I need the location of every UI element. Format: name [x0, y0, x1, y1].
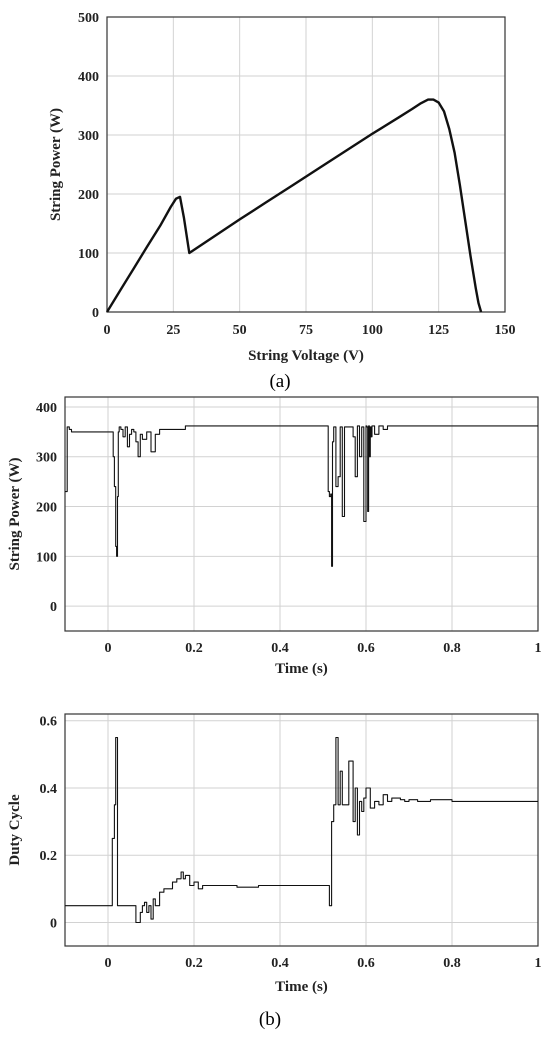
chart-panel-b-power: 0 0.2 0.4 0.6 0.8 1 0 100 200 300 400 Time (s) Strin…	[7, 396, 541, 677]
x-axis-label: Time (s)	[275, 979, 328, 995]
y-tick-label: 200	[36, 501, 57, 516]
y-tick-label: 400	[36, 401, 57, 416]
y-tick-label: 500	[78, 11, 99, 26]
x-tick-label: 0.2	[185, 641, 203, 656]
x-tick-label: 0.4	[271, 641, 289, 656]
x-tick-label: 0.8	[443, 641, 461, 656]
figure-caption: (b)	[259, 1009, 281, 1030]
y-tick-label: 0.2	[40, 849, 58, 864]
chart-panel-a: 0 25 50 75 100 125 150 0 100 200 300 400 500 String V…	[48, 11, 516, 392]
plot-frame	[64, 713, 539, 947]
series-line	[65, 736, 538, 924]
y-tick-label: 200	[78, 188, 99, 203]
figure-caption: (a)	[269, 371, 290, 392]
x-tick-label: 0.6	[357, 956, 375, 971]
x-tick-label: 0	[105, 641, 112, 656]
plot-frame	[106, 16, 506, 313]
y-tick-label: 0	[50, 916, 57, 931]
y-axis-label: String Power (W)	[7, 457, 23, 570]
y-tick-label: 0.4	[40, 782, 58, 797]
x-tick-label: 0.4	[271, 956, 289, 971]
y-tick-label: 0.6	[40, 715, 58, 730]
y-tick-label: 100	[36, 550, 57, 565]
series-line	[65, 425, 538, 567]
x-tick-label: 0.6	[357, 641, 375, 656]
x-tick-label: 0.8	[443, 956, 461, 971]
y-axis-label: String Power (W)	[48, 108, 64, 221]
x-tick-label: 75	[299, 323, 313, 338]
x-axis-label: Time (s)	[275, 661, 328, 677]
x-tick-label: 125	[428, 323, 449, 338]
y-tick-label: 300	[36, 451, 57, 466]
y-tick-label: 0	[92, 306, 99, 321]
x-tick-label: 0.2	[185, 956, 203, 971]
x-tick-label: 0	[104, 323, 111, 338]
y-tick-label: 300	[78, 129, 99, 144]
x-tick-label: 100	[362, 323, 383, 338]
series-line	[105, 98, 483, 313]
plot-frame	[64, 396, 539, 632]
x-tick-label: 1	[535, 641, 541, 656]
y-tick-label: 400	[78, 70, 99, 85]
y-tick-label: 100	[78, 247, 99, 262]
x-tick-label: 25	[166, 323, 180, 338]
x-axis-label: String Voltage (V)	[248, 348, 364, 364]
x-tick-label: 0	[105, 956, 112, 971]
chart-panel-b-duty: 0 0.2 0.4 0.6 0.8 1 0 0.2 0.4 0.6 Time (s) Duty Cyc…	[7, 713, 541, 1030]
x-tick-label: 50	[233, 323, 247, 338]
y-tick-label: 0	[50, 600, 57, 615]
y-axis-label: Duty Cycle	[7, 794, 23, 866]
x-tick-label: 150	[495, 323, 516, 338]
x-tick-label: 1	[535, 956, 541, 971]
